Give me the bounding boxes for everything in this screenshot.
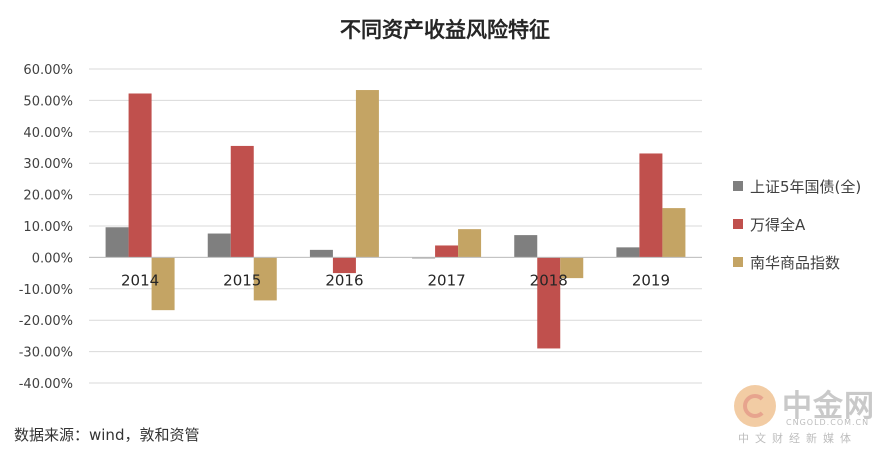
y-tick-label: 50.00%	[23, 94, 73, 109]
y-tick-label: 10.00%	[23, 220, 73, 235]
x-tick-label: 2015	[223, 271, 261, 289]
source-note: 数据来源：wind，敦和资管	[14, 426, 200, 444]
y-tick-label: 60.00%	[23, 63, 73, 78]
bar	[128, 93, 152, 258]
bar	[537, 257, 561, 349]
legend-swatch-nanhua	[733, 257, 743, 267]
legend-label-bond: 上证5年国债(全)	[750, 177, 862, 196]
bar	[616, 247, 640, 258]
y-tick-label: -20.00%	[19, 314, 73, 329]
legend-item-nanhua: 南华商品指数	[733, 252, 861, 272]
y-tick-label: 30.00%	[23, 157, 73, 172]
y-tick-label: -40.00%	[19, 377, 73, 392]
bar	[151, 257, 175, 311]
legend-item-wind-a: 万得全A	[733, 214, 861, 234]
y-tick-label: 20.00%	[23, 189, 73, 204]
watermark-domain: CNGOLD.COM.CN	[786, 418, 870, 427]
bar	[560, 257, 584, 279]
watermark-emblem-icon	[734, 385, 776, 427]
bar	[514, 235, 538, 258]
chart-title: 不同资产收益风险特征	[340, 18, 550, 42]
x-tick-label: 2016	[325, 271, 363, 289]
bar	[435, 245, 459, 258]
legend-item-bond: 上证5年国债(全)	[733, 176, 861, 196]
bar	[105, 227, 129, 258]
y-tick-label: 0.00%	[32, 251, 73, 266]
watermark-name: 中金网	[782, 389, 875, 424]
legend-label-nanhua: 南华商品指数	[750, 253, 841, 272]
bar	[309, 249, 333, 258]
legend-swatch-wind-a	[733, 219, 743, 229]
bar	[458, 229, 482, 258]
bar	[207, 233, 231, 258]
x-tick-label: 2014	[121, 271, 159, 289]
bar	[639, 153, 663, 258]
legend-label-wind-a: 万得全A	[750, 215, 806, 234]
bar	[332, 257, 356, 274]
chart-legend: 上证5年国债(全) 万得全A 南华商品指数	[733, 176, 861, 290]
watermark-logo: 中金网 CNGOLD.COM.CN 中文财经新媒体	[734, 381, 884, 445]
bar	[253, 257, 277, 301]
y-tick-label: -30.00%	[19, 346, 73, 361]
x-tick-label: 2019	[632, 271, 670, 289]
bar	[355, 90, 379, 258]
legend-swatch-bond	[733, 181, 743, 191]
y-tick-label: -10.00%	[19, 283, 73, 298]
bar	[230, 145, 254, 258]
watermark-subtitle: 中文财经新媒体	[738, 432, 857, 445]
x-tick-label: 2017	[427, 271, 465, 289]
x-tick-label: 2018	[530, 271, 568, 289]
bar	[662, 208, 686, 258]
y-tick-label: 40.00%	[23, 126, 73, 141]
